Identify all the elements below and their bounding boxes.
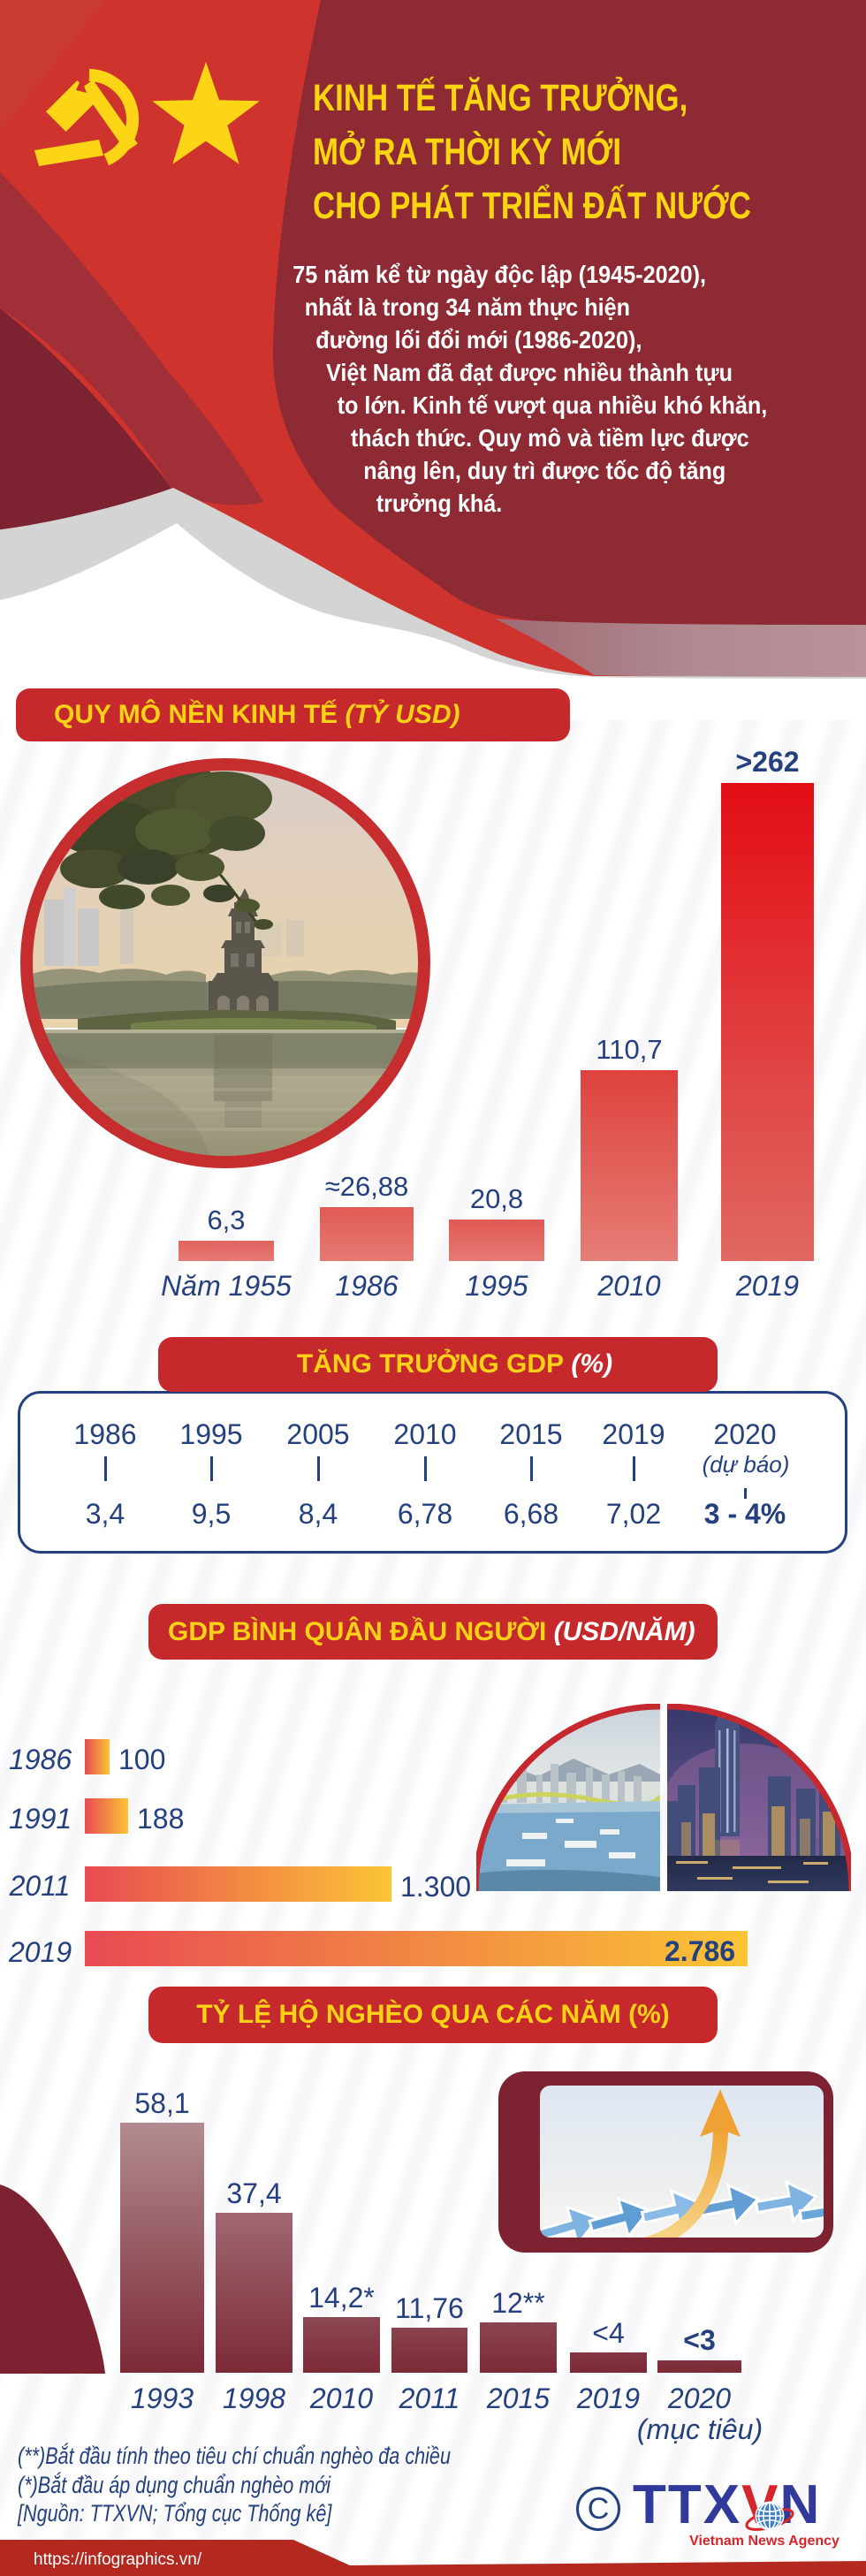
svg-text:https://infographics.vn/: https://infographics.vn/ bbox=[34, 2550, 202, 2569]
